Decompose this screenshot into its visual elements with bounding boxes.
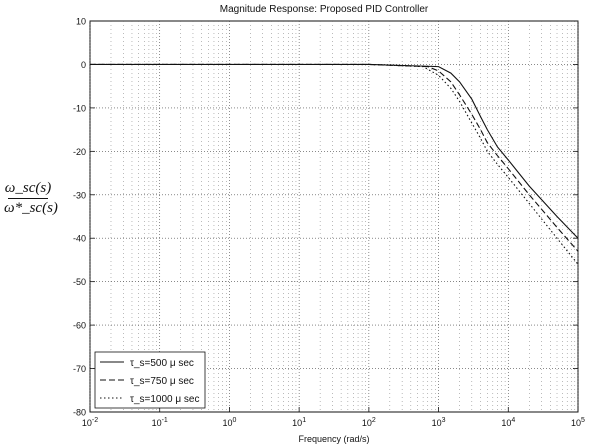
y-label-numerator: ω_sc(s) <box>4 180 52 196</box>
series-lines <box>90 63 579 265</box>
x-tick-label: 102 <box>362 417 376 428</box>
axis-ticks: 10-2 10-1 100 101 102 103 104 105100-10-20-30-4… <box>73 17 585 429</box>
x-tick-label: 103 <box>432 417 446 428</box>
x-tick-label: 101 <box>292 417 306 428</box>
series-line-1 <box>90 63 579 239</box>
chart-title: Magnitude Response: Proposed PID Control… <box>220 4 429 15</box>
y-tick-label: -70 <box>73 364 86 374</box>
x-tick-label: 10-1 <box>152 417 168 428</box>
y-axis-label: ω_sc(s) ω*_sc(s) <box>4 180 58 216</box>
y-tick-label: -40 <box>73 234 86 244</box>
series-line-3 <box>90 63 579 265</box>
legend-label-3: τ_s=1000 μ sec <box>130 394 199 405</box>
x-tick-label: 104 <box>501 417 515 428</box>
series-line-2 <box>90 63 579 252</box>
x-tick-label: 100 <box>222 417 236 428</box>
y-tick-label: -60 <box>73 321 86 331</box>
plot-area <box>89 20 579 413</box>
y-tick-label: -50 <box>73 277 86 287</box>
legend-label-1: τ_s=500 μ sec <box>130 358 194 369</box>
x-axis-label: Frequency (rad/s) <box>298 434 369 444</box>
y-tick-label: -10 <box>73 103 86 113</box>
y-tick-label: 10 <box>76 17 86 27</box>
x-tick-label: 10-2 <box>82 417 98 428</box>
legend: τ_s=500 μ sec τ_s=750 μ sec τ_s=1000 μ s… <box>94 351 206 409</box>
legend-label-2: τ_s=750 μ sec <box>130 376 194 387</box>
y-tick-label: -30 <box>73 190 86 200</box>
y-label-denominator: ω*_sc(s) <box>4 199 58 216</box>
x-tick-label: 105 <box>571 417 585 428</box>
grid-lines <box>89 21 579 412</box>
y-tick-label: -20 <box>73 147 86 157</box>
y-label-fraction-bar <box>8 197 48 199</box>
y-tick-label: 0 <box>81 60 86 70</box>
y-tick-label: -80 <box>73 408 86 418</box>
